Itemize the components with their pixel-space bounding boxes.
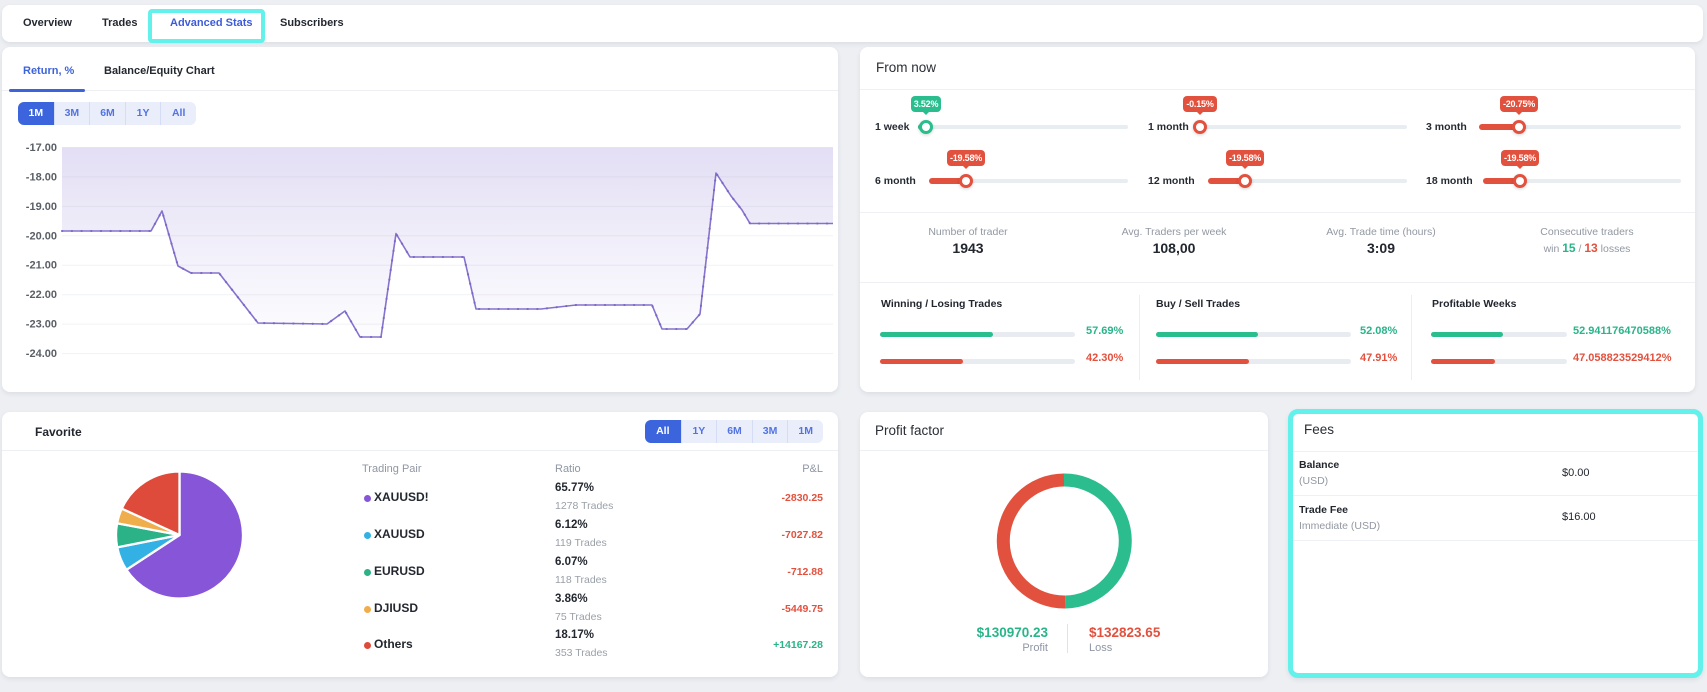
svg-text:-22.00: -22.00 xyxy=(26,289,57,301)
svg-text:-23.00: -23.00 xyxy=(26,319,57,331)
svg-text:-17.00: -17.00 xyxy=(26,142,57,154)
svg-text:-24.00: -24.00 xyxy=(26,348,57,360)
svg-text:-18.00: -18.00 xyxy=(26,171,57,183)
svg-text:-21.00: -21.00 xyxy=(26,260,57,272)
svg-text:-20.00: -20.00 xyxy=(26,230,57,242)
svg-text:-19.00: -19.00 xyxy=(26,201,57,213)
